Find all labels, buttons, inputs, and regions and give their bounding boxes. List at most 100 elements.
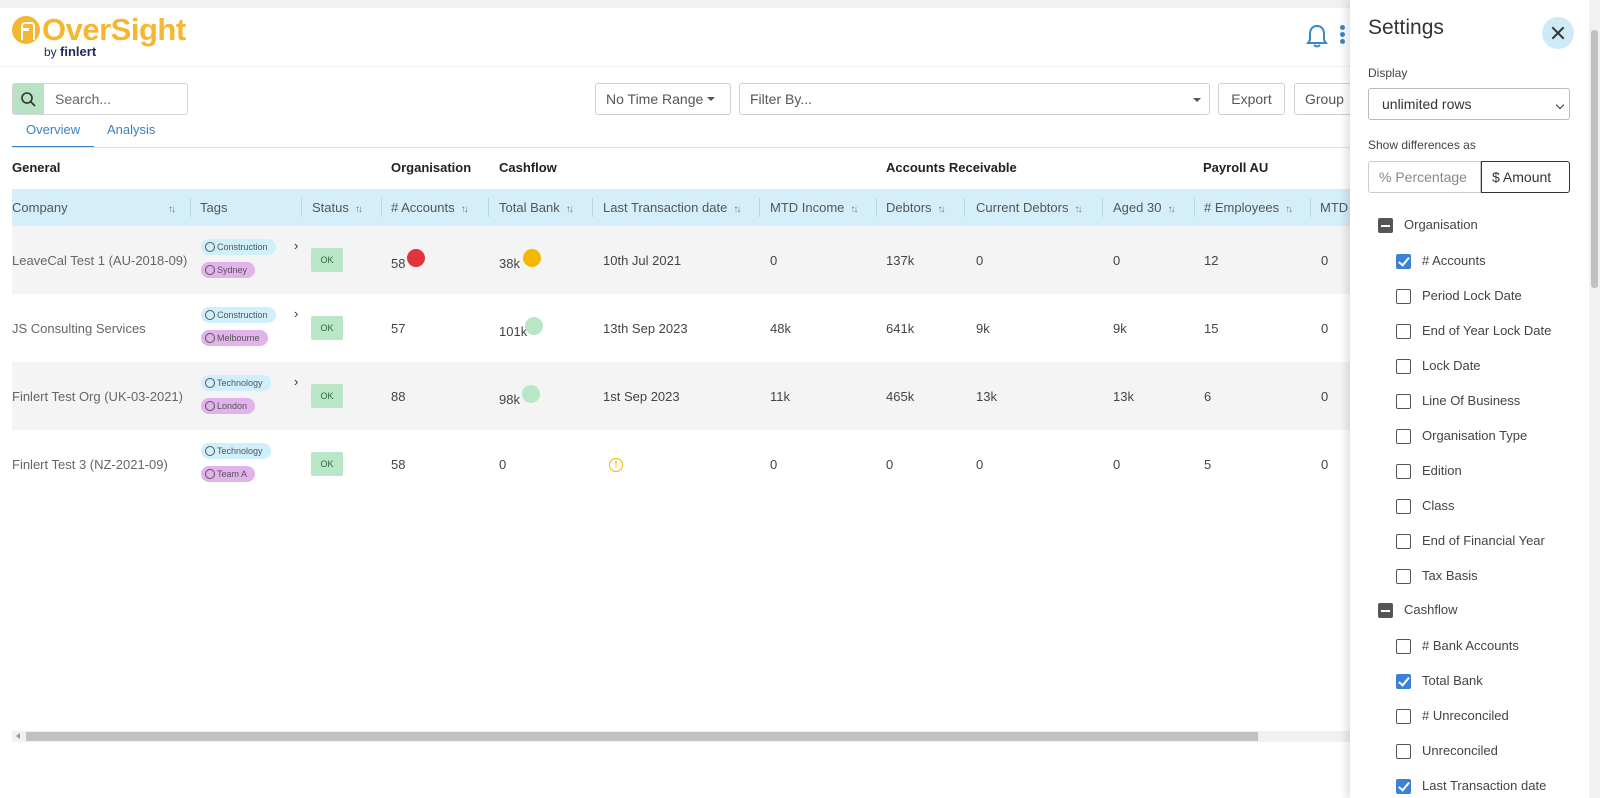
industry-tag[interactable]: Technology [201, 375, 271, 391]
location-tag[interactable]: Melbourne [201, 330, 268, 346]
mtd: 0 [1321, 457, 1329, 472]
close-icon[interactable] [1542, 17, 1574, 49]
chevron-right-icon[interactable]: › [294, 306, 299, 321]
group-cashflow: Cashflow [499, 160, 557, 175]
col-last-transaction[interactable]: Last Transaction date ↑↓ [603, 189, 741, 226]
industry-tag[interactable]: Technology [201, 443, 271, 459]
col-accounts[interactable]: # Accounts ↑↓ [391, 189, 469, 226]
industry-tag[interactable]: Construction [201, 307, 276, 323]
checkbox-icon [1396, 464, 1411, 479]
horizontal-scrollbar[interactable] [12, 731, 1350, 742]
logo-mark-icon [12, 16, 40, 44]
col-tags[interactable]: Tags [200, 200, 228, 215]
col-mtd-income[interactable]: MTD Income ↑↓ [770, 189, 858, 226]
table-row[interactable]: JS Consulting Services Construction › Me… [12, 294, 1350, 362]
logo-byline: by finlert [44, 44, 97, 59]
mtd-income: 11k [770, 389, 790, 404]
team-tag[interactable]: Team A [201, 466, 256, 482]
aged-30: 9k [1113, 321, 1127, 336]
col-status[interactable]: Status ↑↓ [312, 189, 363, 226]
col-mtd[interactable]: MTD [1320, 200, 1349, 215]
total-bank-value: 101k [499, 324, 528, 339]
export-label: Export [1231, 91, 1272, 107]
search-box [12, 83, 188, 115]
aged-30: 0 [1113, 457, 1121, 472]
table-row[interactable]: LeaveCal Test 1 (AU-2018-09) Constructio… [12, 226, 1350, 294]
alert-indicator[interactable] [407, 249, 425, 267]
sort-icon: ↑↓ [1285, 204, 1293, 215]
collapse-icon [1378, 218, 1393, 233]
sort-icon[interactable]: ↑↓ [168, 204, 176, 215]
more-menu-icon[interactable] [1340, 24, 1348, 48]
employees: 6 [1204, 389, 1212, 404]
col-total-bank[interactable]: Total Bank ↑↓ [499, 189, 574, 226]
warning-indicator[interactable] [523, 249, 541, 267]
filter-placeholder: Filter By... [750, 91, 812, 107]
aged-30: 13k [1113, 389, 1134, 404]
search-input[interactable] [45, 84, 187, 114]
employees: 15 [1204, 321, 1219, 336]
group-payroll-au: Payroll AU [1203, 160, 1269, 175]
time-range-dropdown[interactable]: No Time Range [595, 83, 731, 115]
header-divider [0, 66, 1350, 67]
settings-panel: Settings Display unlimited rows Show dif… [1350, 0, 1600, 798]
search-button[interactable] [13, 84, 44, 114]
warning-icon[interactable]: ! [609, 458, 623, 472]
compass-icon [205, 310, 215, 320]
current-debtors: 0 [976, 253, 984, 268]
sort-icon: ↑↓ [354, 204, 363, 215]
status-badge: OK [311, 248, 343, 272]
checkbox-icon [1396, 429, 1411, 444]
amount-toggle[interactable]: $ Amount [1481, 161, 1570, 193]
scrollbar-thumb[interactable] [1591, 30, 1598, 288]
checkbox-checked-icon [1396, 674, 1411, 689]
compass-icon [205, 446, 215, 456]
company-name[interactable]: Finlert Test Org (UK-03-2021) [12, 389, 183, 404]
scrollbar-thumb[interactable] [26, 732, 1258, 741]
display-select[interactable]: unlimited rows [1368, 88, 1570, 120]
company-name[interactable]: Finlert Test 3 (NZ-2021-09) [12, 457, 168, 472]
col-current-debtors[interactable]: Current Debtors ↑↓ [976, 189, 1082, 226]
table-row[interactable]: Finlert Test Org (UK-03-2021) Technology… [12, 362, 1350, 430]
location-pin-icon [205, 265, 215, 275]
tab-overview[interactable]: Overview [12, 120, 95, 148]
col-employees[interactable]: # Employees ↑↓ [1204, 189, 1293, 226]
bell-icon[interactable] [1306, 24, 1328, 48]
industry-tag[interactable]: Construction [201, 239, 276, 255]
chevron-right-icon[interactable]: › [294, 374, 299, 389]
last-transaction: 1st Sep 2023 [603, 389, 680, 404]
vertical-scrollbar[interactable] [1589, 0, 1600, 798]
checkbox-checked-icon [1396, 779, 1411, 794]
location-tag[interactable]: Sydney [201, 262, 256, 278]
location-tag[interactable]: London [201, 398, 256, 414]
logo-name: OverSight [42, 12, 186, 47]
location-pin-icon [205, 333, 215, 343]
mtd: 0 [1321, 321, 1329, 336]
export-button[interactable]: Export [1218, 83, 1285, 115]
group-button[interactable]: Group [1294, 83, 1354, 115]
col-aged-30[interactable]: Aged 30 ↑↓ [1113, 189, 1175, 226]
caret-down-icon [1193, 98, 1201, 102]
chevron-right-icon[interactable]: › [294, 238, 299, 253]
settings-title: Settings [1368, 16, 1444, 39]
debtors: 641k [886, 321, 915, 336]
ok-indicator[interactable] [522, 385, 540, 403]
ok-indicator[interactable] [525, 317, 543, 335]
company-name[interactable]: JS Consulting Services [12, 321, 146, 336]
sort-icon: ↑↓ [850, 204, 858, 215]
col-company[interactable]: Company [12, 200, 68, 215]
oversight-logo[interactable]: OverSight by finlert [12, 12, 192, 60]
company-name[interactable]: LeaveCal Test 1 (AU-2018-09) [12, 253, 188, 268]
filter-dropdown[interactable]: Filter By... [739, 83, 1210, 115]
scroll-left-icon[interactable] [16, 733, 20, 739]
tabs-divider [12, 147, 1350, 148]
last-transaction: 13th Sep 2023 [603, 321, 688, 336]
time-range-label: No Time Range [606, 91, 704, 107]
percentage-toggle[interactable]: % Percentage [1368, 161, 1481, 193]
differences-label: Show differences as [1368, 138, 1476, 152]
total-bank-value: 98k [499, 392, 520, 407]
sort-icon: ↑↓ [460, 204, 469, 215]
tab-analysis[interactable]: Analysis [107, 122, 156, 137]
table-row[interactable]: Finlert Test 3 (NZ-2021-09) Technology T… [12, 430, 1350, 498]
col-debtors[interactable]: Debtors ↑↓ [886, 189, 946, 226]
